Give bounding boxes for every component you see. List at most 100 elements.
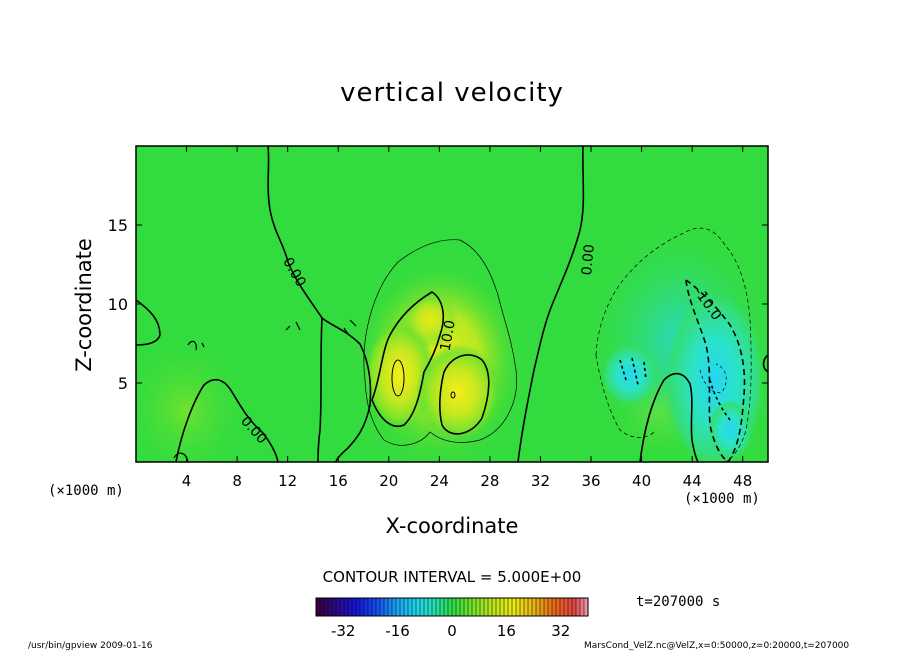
x-tick-label: 24 (430, 472, 449, 490)
colorbar-swatch (452, 598, 457, 616)
x-unit-label-left: (×1000 m) (48, 483, 124, 499)
colorbar-swatch (332, 598, 337, 616)
y-axis-label: Z-coordinate (72, 238, 96, 372)
colorbar-swatch (408, 598, 413, 616)
colorbar-swatch (460, 598, 465, 616)
colorbar-swatch (372, 598, 377, 616)
contour-label: 0.00 (579, 244, 598, 276)
colorbar-swatch (324, 598, 329, 616)
footer-program-date: /usr/bin/gpview 2009-01-16 (28, 641, 153, 651)
colorbar-swatch (472, 598, 477, 616)
x-tick-label: 28 (480, 472, 499, 490)
colorbar-swatch (344, 598, 349, 616)
colorbar-swatch (476, 598, 481, 616)
colorbar-swatch (524, 598, 529, 616)
colorbar-swatch (412, 598, 417, 616)
colorbar-swatch (520, 598, 525, 616)
colorbar-swatch (480, 598, 485, 616)
y-axis: 5 10 15 (108, 216, 768, 393)
colorbar-swatch (532, 598, 537, 616)
colorbar-swatch (556, 598, 561, 616)
colorbar-swatch (420, 598, 425, 616)
colorbar-swatch (448, 598, 453, 616)
colorbar-swatch (504, 598, 509, 616)
colorbar-swatch (384, 598, 389, 616)
colorbar-swatch (424, 598, 429, 616)
colorbar-swatch (540, 598, 545, 616)
colorbar-swatch (348, 598, 353, 616)
colorbar-swatch (388, 598, 393, 616)
colorbar-swatch (316, 598, 321, 616)
x-axis-label: X-coordinate (385, 514, 519, 538)
colorbar-swatch (568, 598, 573, 616)
x-tick-label: 16 (329, 472, 348, 490)
colorbar-swatch (464, 598, 469, 616)
colorbar-swatch (428, 598, 433, 616)
colorbar-swatch (548, 598, 553, 616)
colorbar-swatch (416, 598, 421, 616)
colorbar-swatch (328, 598, 333, 616)
field-shading (136, 146, 768, 462)
colorbar-swatch (572, 598, 577, 616)
colorbar-swatch (456, 598, 461, 616)
colorbar-swatch (336, 598, 341, 616)
colorbar-swatch (436, 598, 441, 616)
x-tick-label: 44 (683, 472, 702, 490)
colorbar-swatch (580, 598, 585, 616)
x-tick-label: 8 (232, 472, 242, 490)
y-tick-label: 15 (108, 216, 128, 235)
colorbar-swatch (392, 598, 397, 616)
x-tick-label: 36 (581, 472, 600, 490)
colorbar-swatch (356, 598, 361, 616)
colorbar-swatch (468, 598, 473, 616)
colorbar-swatch (488, 598, 493, 616)
x-unit-label-right: (×1000 m) (684, 491, 760, 507)
colorbar-swatch (536, 598, 541, 616)
colorbar-swatch (360, 598, 365, 616)
colorbar-swatch (576, 598, 581, 616)
x-tick-label: 4 (182, 472, 192, 490)
colorbar-swatch (376, 598, 381, 616)
colorbar-swatch (516, 598, 521, 616)
x-tick-label: 40 (632, 472, 651, 490)
colorbar-swatch (564, 598, 569, 616)
colorbar-swatch (528, 598, 533, 616)
colorbar-swatch (492, 598, 497, 616)
time-label: t=207000 s (636, 594, 721, 610)
colorbar-frame (315, 597, 589, 617)
colorbar-swatch (584, 598, 589, 616)
footer-source: MarsCond_VelZ.nc@VelZ,x=0:50000,z=0:2000… (584, 641, 850, 651)
colorbar-tick-label: 16 (497, 622, 516, 640)
colorbar-swatch (364, 598, 369, 616)
colorbar-swatch (552, 598, 557, 616)
colorbar-swatch (340, 598, 345, 616)
colorbar-tick-label: 32 (551, 622, 570, 640)
x-tick-label: 32 (531, 472, 550, 490)
colorbar-swatch (444, 598, 449, 616)
colorbar: -32 -16 0 16 32 (315, 597, 589, 640)
colorbar-swatch (432, 598, 437, 616)
colorbar-tick-label: -32 (331, 622, 356, 640)
colorbar-swatch (440, 598, 445, 616)
colorbar-swatch (508, 598, 513, 616)
colorbar-swatch (368, 598, 373, 616)
colorbar-swatch (560, 598, 565, 616)
colorbar-swatch (396, 598, 401, 616)
x-tick-label: 20 (379, 472, 398, 490)
colorbar-swatch (496, 598, 501, 616)
y-tick-label: 5 (118, 374, 128, 393)
colorbar-swatch (544, 598, 549, 616)
contour-label: 10.0 (438, 319, 459, 352)
colorbar-swatch (512, 598, 517, 616)
colorbar-swatch (380, 598, 385, 616)
y-tick-label: 10 (108, 295, 128, 314)
x-tick-label: 12 (278, 472, 297, 490)
colorbar-swatch (404, 598, 409, 616)
colorbar-swatch (500, 598, 505, 616)
colorbar-swatch (484, 598, 489, 616)
colorbar-tick-label: -16 (385, 622, 410, 640)
x-tick-label: 48 (733, 472, 752, 490)
colorbar-tick-label: 0 (447, 622, 457, 640)
colorbar-swatch (320, 598, 325, 616)
